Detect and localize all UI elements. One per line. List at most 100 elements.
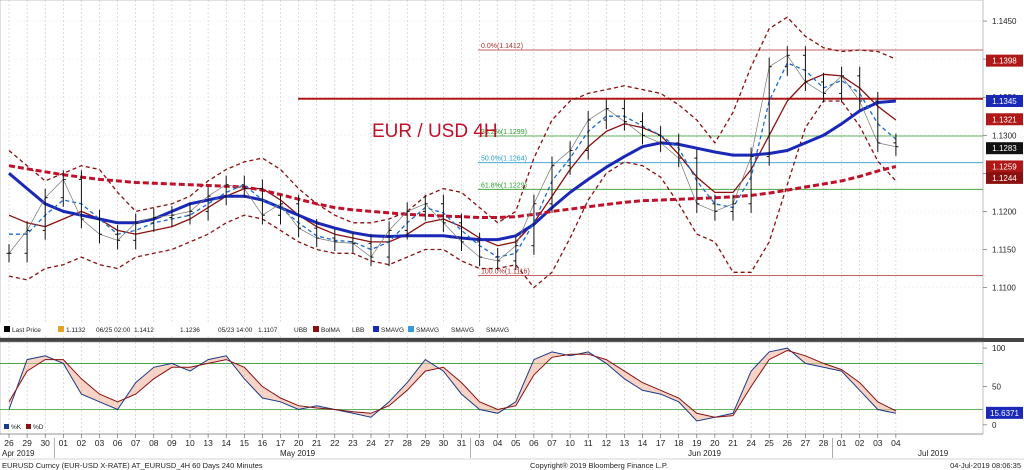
price-tick-label-7: 1.1100 [992,284,1016,293]
x-tick-label-17: 21 [312,438,322,448]
legend-swatch-k-icon [4,424,9,429]
legend-smavg-2: SMAVG [416,327,439,334]
price-tag-box-3 [986,142,1023,155]
x-tick-label-45: 28 [819,438,829,448]
price-tag-box-5 [986,171,1023,184]
x-tick-label-2: 30 [40,438,50,448]
x-tick-label-15: 17 [276,438,286,448]
legend-lbb: LBB [352,327,364,334]
x-tick-label-7: 07 [131,438,141,448]
x-tick-label-25: 31 [457,438,467,448]
oscillator-series [8,347,897,422]
series-line-1 [8,73,897,247]
legend-swatch-last-price-icon [4,326,10,332]
x-tick-label-28: 05 [511,438,521,448]
footer-description: EURUSD Curncy (EUR-USD X-RATE) AT_EURUSD… [2,461,263,470]
price-tag-box-4 [986,160,1023,173]
price-tag-label-3: 1.1283 [992,144,1017,153]
fibonacci-levels: 0.0%(1.1412) 38.2%(1.1299) 50.0%(1.1264) 61… [478,43,983,276]
x-tick-label-48: 03 [873,438,883,448]
x-tick-label-41: 24 [746,438,756,448]
series-line-3 [8,100,897,289]
x-tick-label-39: 20 [710,438,720,448]
x-tick-label-24: 30 [439,438,449,448]
osc-tick-label-2: 0 [992,421,997,430]
price-tag-label-4: 1.1259 [992,162,1017,171]
oscillator-axis: 100 50 0 [983,344,1006,430]
price-tags: 1.1398 1.1345 1.1321 1.1283 1.1259 1.1244 [986,54,1023,184]
legend-swatch-smavg1-icon [373,326,379,332]
legend-swatch-smavg2-icon [408,326,414,332]
footer-timestamp: 04-Jul-2019 08:06:35 [950,461,1021,470]
x-tick-label-20: 24 [366,438,376,448]
x-tick-label-42: 25 [764,438,774,448]
osc-tick-label-1: 50 [992,382,1001,391]
price-tick-label-5: 1.1200 [992,207,1017,216]
x-tick-label-9: 09 [167,438,177,448]
x-tick-label-43: 26 [783,438,793,448]
price-tag-label-1: 1.1345 [992,97,1017,106]
legend-low2-value: 1.1236 [180,327,200,334]
legend-k: %K [11,424,22,431]
x-tick-label-47: 02 [855,438,865,448]
x-tick-label-22: 28 [402,438,412,448]
legend-d: %D [33,424,44,431]
legend-high-time: 06/25 02:00 [96,327,131,334]
series-line-2 [8,16,897,224]
x-tick-label-40: 21 [728,438,738,448]
osc-tag-label: 15.6371 [990,409,1019,418]
legend-smavg-4: SMAVG [486,327,509,334]
price-tick-label-3: 1.1300 [992,131,1017,140]
legend-last-price: Last Price [12,327,41,334]
legend-ubb: UBB [294,327,307,334]
chart-title: EUR / USD 4H [372,121,498,142]
price-tick-label-0: 1.1450 [992,17,1017,26]
x-tick-label-38: 19 [692,438,702,448]
x-tick-label-14: 16 [258,438,268,448]
x-tick-label-27: 04 [493,438,503,448]
x-tick-label-46: 01 [837,438,847,448]
x-tick-label-4: 02 [77,438,87,448]
price-tag-box-2 [986,113,1023,126]
x-tick-label-1: 29 [22,438,32,448]
x-tick-label-49: 04 [891,438,901,448]
oscillator-tag: 15.6371 [986,406,1023,419]
x-tick-label-31: 10 [565,438,575,448]
x-tick-label-5: 03 [95,438,105,448]
price-tag-label-0: 1.1398 [992,57,1017,66]
price-bars [6,46,899,271]
osc-tick-label-0: 100 [992,344,1006,353]
x-tick-label-10: 10 [185,438,195,448]
price-legend: Last Price 1.1132 06/25 02:00 1.1412 1.1… [0,323,520,336]
price-tick-label-6: 1.1150 [992,245,1016,254]
fib-label-3: 61.8%(1.1229) [481,182,527,189]
x-tick-label-34: 13 [620,438,630,448]
osc-line-0 [8,347,897,422]
month-label-3: Jul 2019 [918,449,949,458]
osc-line-1 [8,349,897,418]
fib-label-4: 100.0%(1.1116) [481,268,530,275]
last-price-line [8,54,896,262]
legend-low-value: 1.1132 [66,327,86,334]
x-tick-label-11: 13 [203,438,213,448]
legend-swatch-bolma-icon [313,326,319,332]
x-axis-ticks: 26 29 30 01 02 03 06 07 08 09 10 13 14 15 16 17 20 21 22 23… [4,434,901,448]
series-line-6 [9,62,897,258]
oscillator-legend: %K %D [4,424,44,431]
x-tick-label-26: 03 [475,438,485,448]
x-tick-label-30: 07 [547,438,557,448]
x-axis-months: Apr 2019 May 2019 Jun 2019 Jul 2019 [2,438,949,458]
footer-copyright: Copyright® 2019 Bloomberg Finance L.P. [530,461,668,470]
legend-smavg-1: SMAVG [381,327,404,334]
x-tick-label-37: 18 [674,438,684,448]
x-tick-label-19: 23 [348,438,358,448]
x-tick-label-3: 01 [59,438,69,448]
month-label-1: May 2019 [280,449,316,458]
x-tick-label-36: 17 [656,438,666,448]
legend-high-value: 1.1412 [134,327,154,334]
x-tick-label-33: 12 [602,438,612,448]
x-tick-label-6: 06 [113,438,123,448]
x-tick-label-23: 29 [421,438,431,448]
